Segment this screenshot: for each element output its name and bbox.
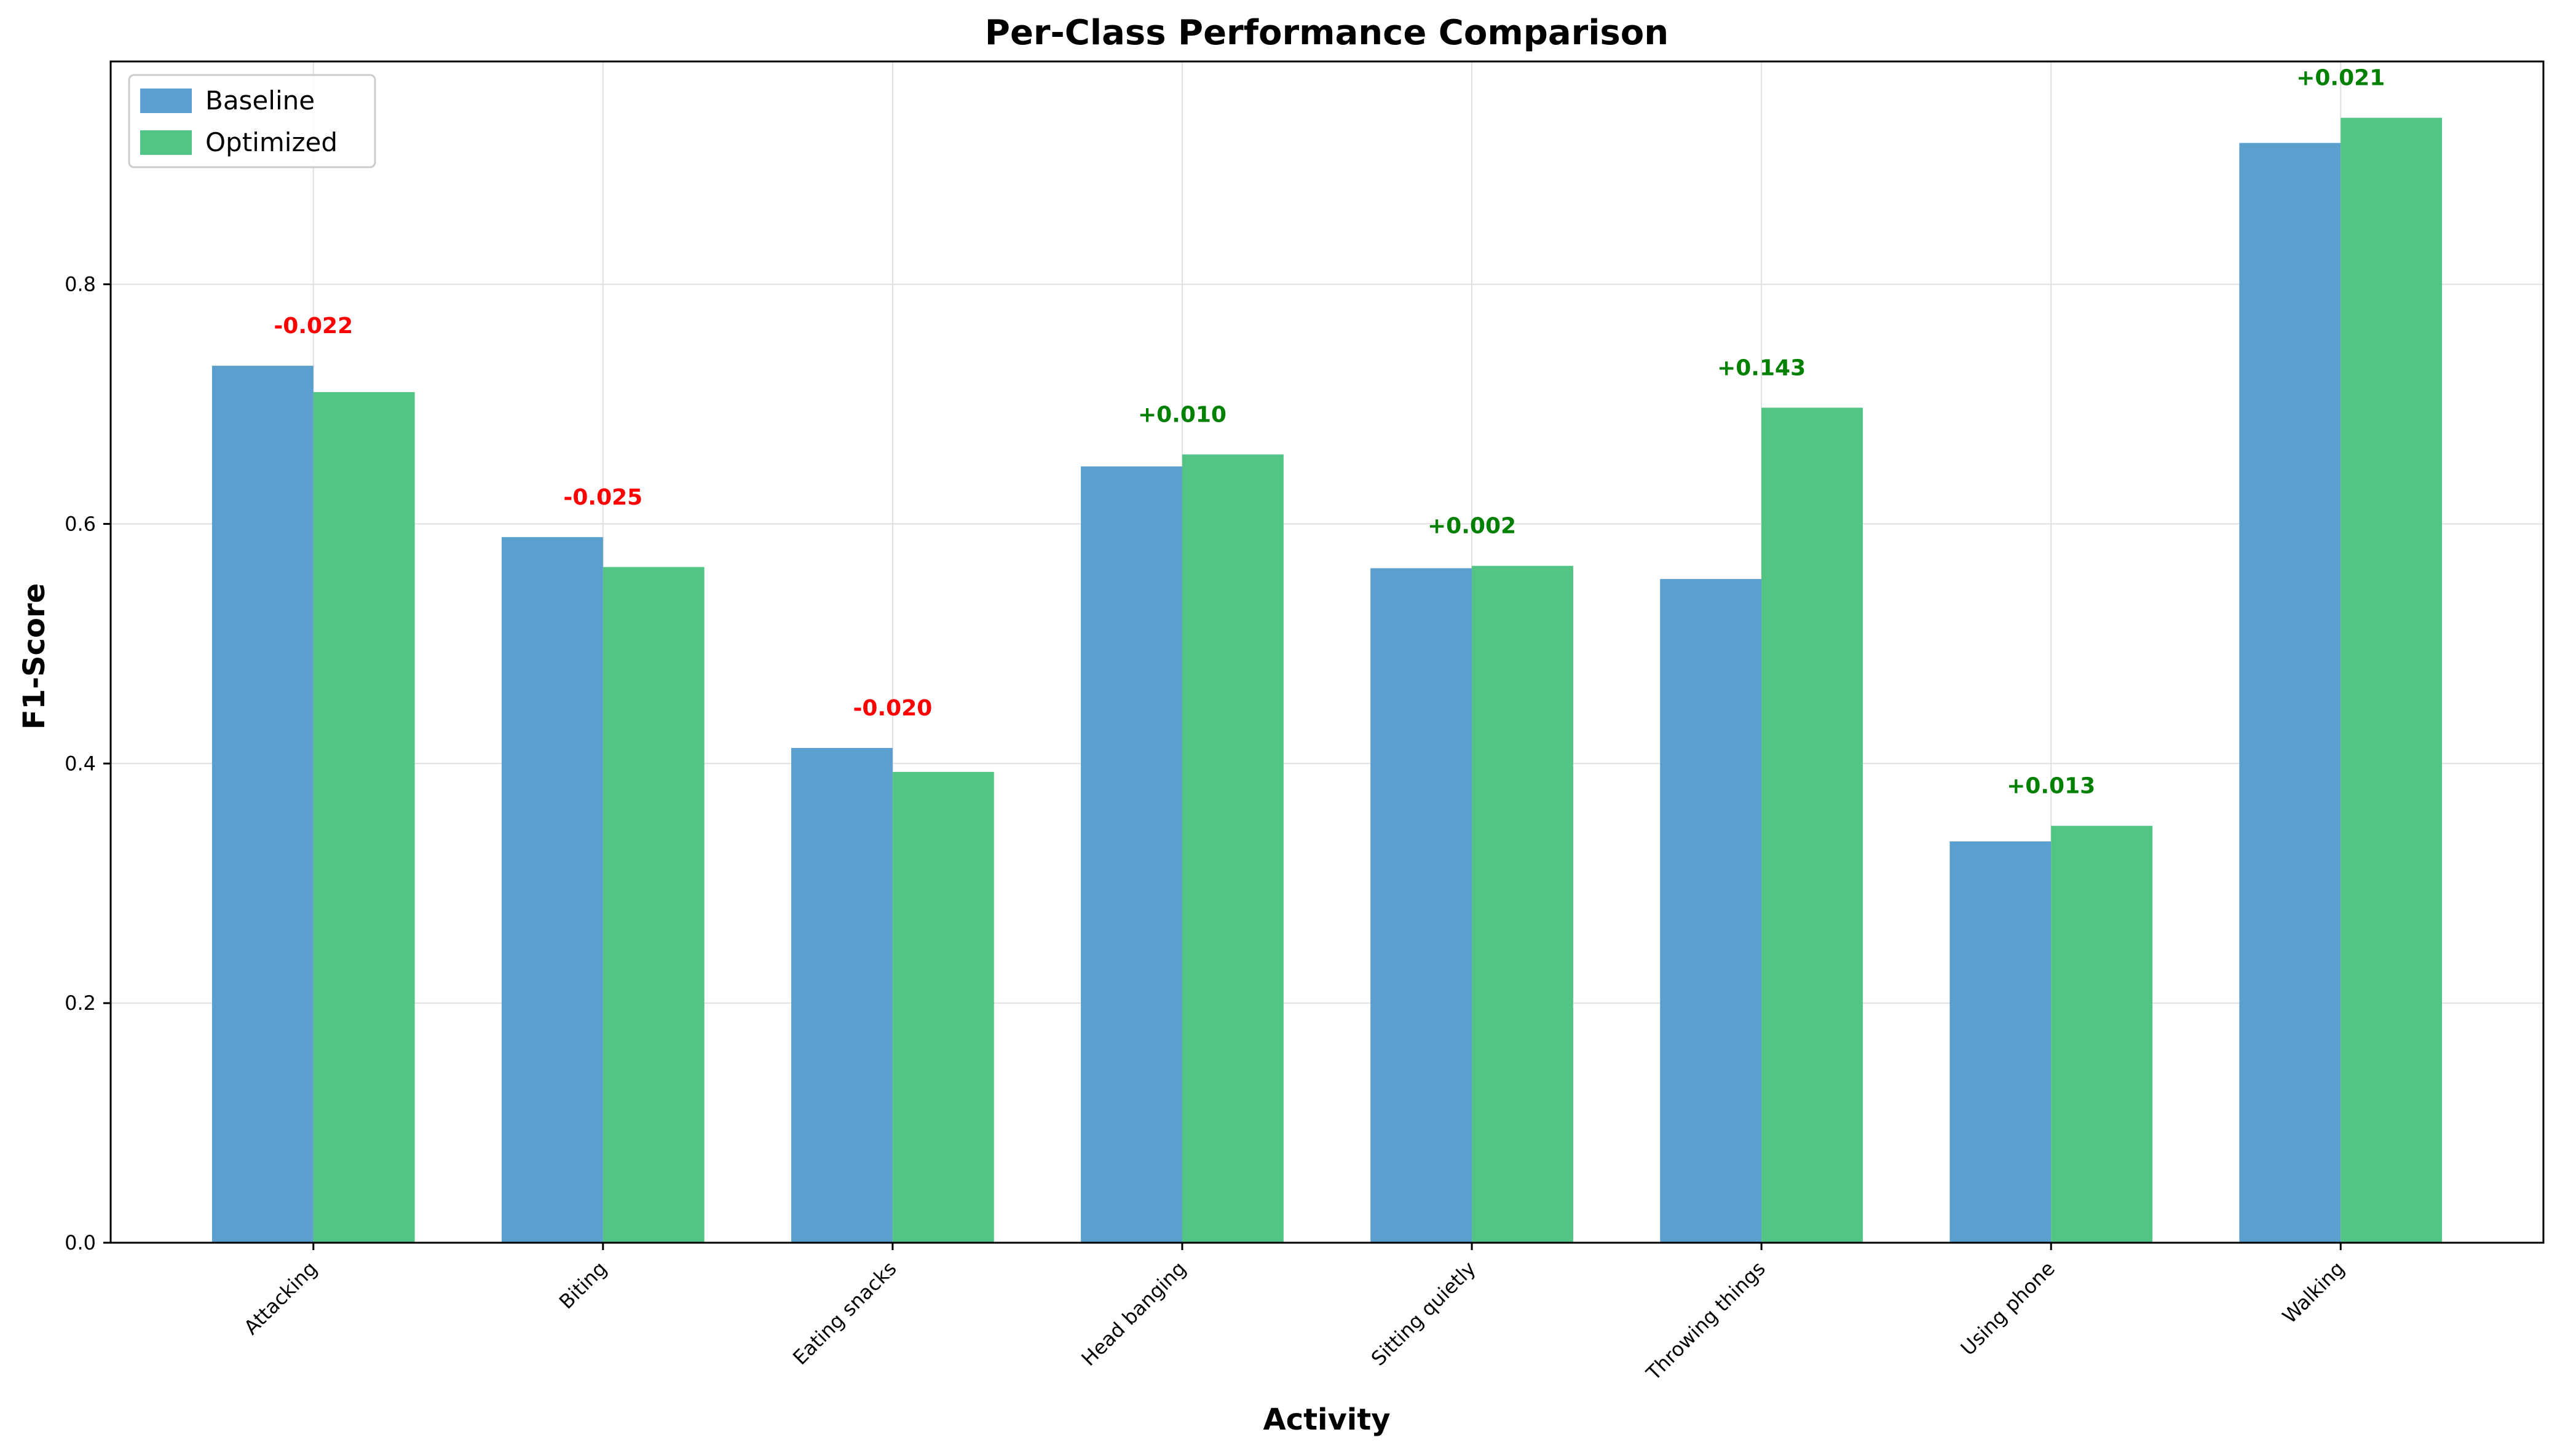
plot-frame: [109, 60, 2545, 1244]
legend-label: Optimized: [205, 127, 338, 157]
bar-optimized: [2341, 117, 2443, 1243]
y-tick-label: 0.2: [65, 991, 96, 1015]
bar-optimized: [313, 392, 415, 1243]
legend-label: Baseline: [205, 85, 315, 116]
bar-optimized: [1761, 407, 1863, 1243]
x-axis-label: Activity: [1263, 1403, 1391, 1437]
difference-label: +0.010: [1138, 402, 1227, 427]
bar-baseline: [1660, 579, 1762, 1243]
bar-optimized: [1472, 565, 1573, 1243]
difference-label: -0.020: [853, 696, 932, 721]
bar-baseline: [211, 366, 314, 1243]
bar-baseline: [1081, 466, 1182, 1243]
legend-swatch: [140, 130, 192, 155]
difference-label: +0.143: [1717, 355, 1806, 380]
bar-baseline: [1950, 841, 2052, 1243]
y-tick-label: 0.0: [65, 1231, 96, 1254]
difference-label: -0.025: [563, 485, 642, 510]
bar-baseline: [501, 537, 603, 1243]
bars: [211, 117, 2443, 1243]
legend: Baseline Optimized: [128, 74, 376, 168]
legend-swatch: [140, 89, 192, 113]
y-tick-label: 0.6: [65, 512, 96, 535]
y-axis-label: F1-Score: [17, 583, 52, 730]
difference-label: +0.013: [2007, 774, 2095, 799]
bar-optimized: [1182, 454, 1284, 1243]
bar-optimized: [892, 771, 994, 1243]
bar-optimized: [2051, 825, 2153, 1243]
bar-baseline: [1370, 568, 1472, 1243]
difference-label: +0.002: [1428, 514, 1516, 539]
difference-labels: -0.022 -0.025 -0.020 +0.010 +0.002 +0.143 +0.0…: [274, 66, 2385, 799]
chart-title: Per-Class Performance Comparison: [985, 13, 1669, 53]
bar-baseline: [791, 747, 893, 1243]
difference-label: -0.022: [274, 313, 353, 339]
y-tick-label: 0.8: [65, 273, 96, 296]
bar-baseline: [2239, 143, 2341, 1243]
difference-label: +0.021: [2296, 66, 2385, 91]
y-tick-label: 0.4: [65, 752, 96, 775]
bar-optimized: [602, 567, 705, 1243]
